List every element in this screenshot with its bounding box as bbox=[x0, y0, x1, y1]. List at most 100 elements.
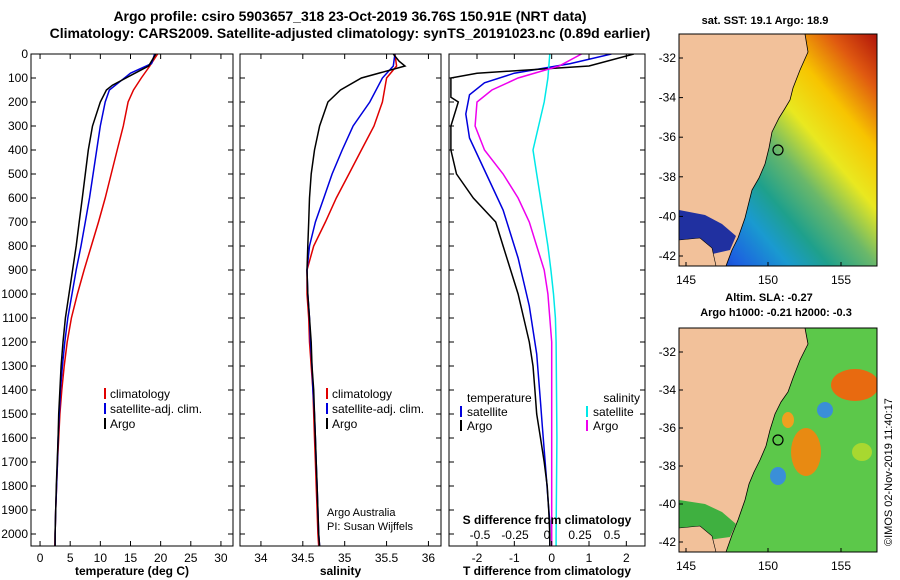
sst-map-axes: -32 -34 -36 -38 -40 -42 145 150 155 bbox=[659, 51, 852, 287]
y-tick-label: 1300 bbox=[1, 359, 28, 373]
map-y-tick-label: -36 bbox=[659, 421, 677, 435]
sst-tasmania bbox=[679, 237, 717, 266]
y-tick-label: 700 bbox=[8, 215, 28, 229]
series-line-temperature-1 bbox=[54, 54, 156, 546]
map-y-tick-label: -34 bbox=[659, 383, 677, 397]
x-tick-label-temperature: 10 bbox=[94, 551, 108, 565]
legend-label-2: Argo bbox=[332, 417, 358, 431]
sla-map-axes: -32 -34 -36 -38 -40 -42 145 150 155 bbox=[659, 345, 852, 573]
figure-title-line2: Climatology: CARS2009. Satellite-adjuste… bbox=[50, 25, 651, 41]
series-line-difference-0 bbox=[465, 54, 612, 546]
diff-s-tick-label-4: 0.5 bbox=[604, 528, 621, 542]
diff-legend-left-0: satellite bbox=[467, 405, 508, 419]
sst-map-title: sat. SST: 19.1 Argo: 18.9 bbox=[702, 15, 829, 27]
x-tick-label-salinity: 36 bbox=[422, 551, 436, 565]
salinity-xlabel: salinity bbox=[320, 564, 362, 578]
salinity-frame bbox=[239, 53, 442, 547]
sla-warm-eddy-2 bbox=[791, 428, 821, 476]
diff-s-tick-label-0: -0.5 bbox=[470, 528, 491, 542]
diff-s-tick-label-1: -0.25 bbox=[501, 528, 529, 542]
temperature-frame bbox=[30, 53, 234, 547]
diff-s-axis-label: S difference from climatology bbox=[463, 513, 632, 527]
map-y-tick-label: -38 bbox=[659, 170, 677, 184]
x-tick-label-temperature: 5 bbox=[67, 551, 74, 565]
y-tick-label: 200 bbox=[8, 95, 28, 109]
sst-argo-marker bbox=[772, 144, 784, 156]
temperature-panel: 0 5 10 15 20 25 300100200300400500600700800900… bbox=[1, 47, 234, 578]
diff-legend-sal-title: salinity bbox=[603, 391, 640, 405]
diff-legend-right-0: satellite bbox=[593, 405, 634, 419]
y-tick-label: 400 bbox=[8, 143, 28, 157]
x-tick-label-temperature: 30 bbox=[214, 551, 228, 565]
sst-map: -32 -34 -36 -38 -40 -42 145 150 155 bbox=[659, 33, 878, 287]
temperature-xlabel: temperature (deg C) bbox=[75, 564, 189, 578]
sla-mid-eddy bbox=[852, 443, 872, 461]
series-line-salinity-0 bbox=[306, 54, 398, 546]
sla-map: -32 -34 -36 -38 -40 -42 145 150 155 bbox=[659, 327, 878, 573]
x-tick-label-temperature: 15 bbox=[124, 551, 138, 565]
y-tick-label: 900 bbox=[8, 263, 28, 277]
map-x-tick-label: 150 bbox=[758, 273, 778, 287]
x-tick-label-difference: -1 bbox=[509, 551, 520, 565]
sst-land-mass bbox=[679, 34, 809, 266]
map-y-tick-label: -32 bbox=[659, 51, 677, 65]
y-tick-label: 500 bbox=[8, 167, 28, 181]
y-tick-label: 1000 bbox=[1, 287, 28, 301]
sla-land-mass bbox=[679, 328, 809, 552]
map-x-tick-label: 155 bbox=[831, 273, 851, 287]
y-tick-label: 2000 bbox=[1, 527, 28, 541]
diff-legend-temp-title: temperature bbox=[467, 391, 532, 405]
x-tick-label-difference: 1 bbox=[586, 551, 593, 565]
y-tick-label: 1700 bbox=[1, 455, 28, 469]
y-tick-label: 600 bbox=[8, 191, 28, 205]
series-line-temperature-2 bbox=[54, 54, 157, 546]
y-tick-label: 0 bbox=[21, 47, 28, 61]
x-tick-label-salinity: 34 bbox=[254, 551, 268, 565]
y-tick-label: 1800 bbox=[1, 479, 28, 493]
y-tick-label: 800 bbox=[8, 239, 28, 253]
sla-map-title2: Argo h1000: -0.21 h2000: -0.3 bbox=[700, 307, 852, 319]
x-tick-label-salinity: 35.5 bbox=[375, 551, 399, 565]
y-tick-label: 1200 bbox=[1, 335, 28, 349]
x-tick-label-temperature: 25 bbox=[184, 551, 198, 565]
map-x-tick-label: 145 bbox=[676, 559, 696, 573]
map-x-tick-label: 155 bbox=[831, 559, 851, 573]
difference-xlabel: T difference from climatology bbox=[463, 564, 631, 578]
x-tick-label-temperature: 0 bbox=[37, 551, 44, 565]
x-tick-label-temperature: 20 bbox=[154, 551, 168, 565]
legend-label-1: satellite-adj. clim. bbox=[110, 402, 202, 416]
difference-frame bbox=[448, 53, 646, 547]
salinity-credit-1: PI: Susan Wijffels bbox=[327, 521, 413, 533]
x-tick-label-difference: -2 bbox=[472, 551, 483, 565]
map-x-tick-label: 145 bbox=[676, 273, 696, 287]
sla-argo-marker bbox=[772, 434, 784, 446]
x-tick-label-difference: 0 bbox=[548, 551, 555, 565]
series-line-difference-3 bbox=[474, 54, 582, 546]
y-tick-label: 300 bbox=[8, 119, 28, 133]
series-line-salinity-1 bbox=[306, 54, 396, 546]
diff-s-tick-label-3: 0.25 bbox=[568, 528, 592, 542]
y-tick-label: 1500 bbox=[1, 407, 28, 421]
legend-label-2: Argo bbox=[110, 417, 136, 431]
map-y-tick-label: -40 bbox=[659, 209, 677, 223]
diff-legend-right-1: Argo bbox=[593, 419, 619, 433]
sla-cold-eddy-2 bbox=[770, 467, 786, 485]
map-y-tick-label: -34 bbox=[659, 91, 677, 105]
x-tick-label-difference: 2 bbox=[623, 551, 630, 565]
x-tick-label-salinity: 34.5 bbox=[291, 551, 315, 565]
difference-panel: -2 -1 0 1 2T difference from climatology temp… bbox=[448, 53, 646, 578]
map-y-tick-label: -32 bbox=[659, 345, 677, 359]
imos-watermark: ©IMOS 02-Nov-2019 11:40:17 bbox=[883, 398, 895, 546]
diff-legend-left-1: Argo bbox=[467, 419, 493, 433]
y-tick-label: 1100 bbox=[2, 311, 28, 325]
y-tick-label: 1400 bbox=[1, 383, 28, 397]
sla-map-frame bbox=[678, 327, 878, 553]
map-x-tick-label: 150 bbox=[758, 559, 778, 573]
y-tick-label: 100 bbox=[8, 71, 28, 85]
map-y-tick-label: -40 bbox=[659, 497, 677, 511]
sla-cold-eddy-1 bbox=[817, 402, 833, 418]
legend-label-0: climatology bbox=[110, 387, 170, 401]
diff-s-tick-label-2: 0 bbox=[544, 528, 551, 542]
legend-label-0: climatology bbox=[332, 387, 392, 401]
